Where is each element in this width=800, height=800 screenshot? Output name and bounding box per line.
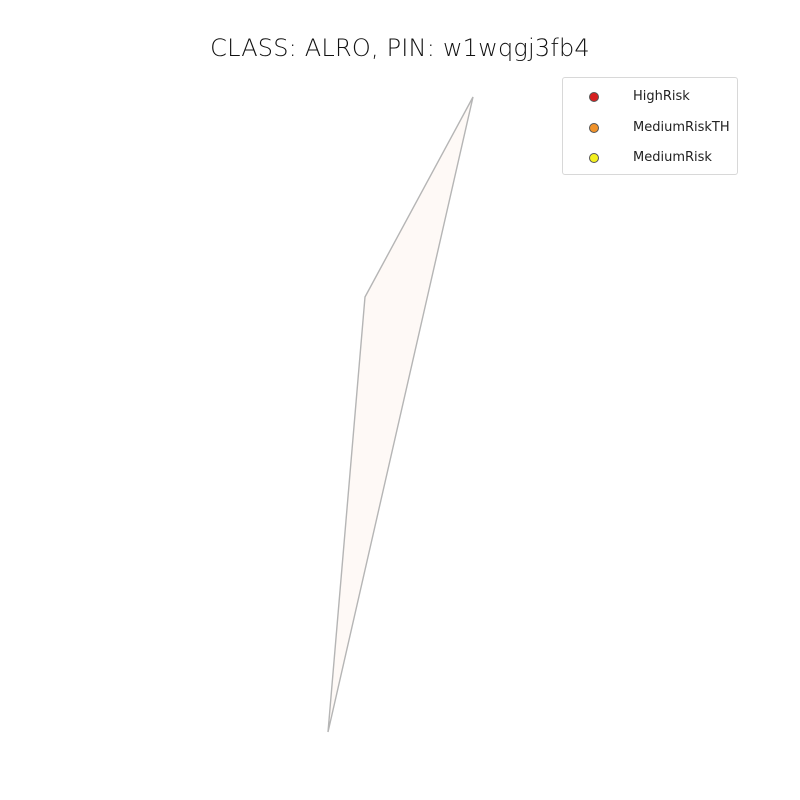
legend-item-highrisk: HighRisk (563, 87, 739, 107)
legend-label: MediumRiskTH (633, 120, 730, 135)
legend-item-mediumriskth: MediumRiskTH (563, 118, 739, 138)
map-title: CLASS: ALRO, PIN: w1wqgj3fb4 (210, 34, 590, 62)
legend: HighRisk MediumRiskTH MediumRisk (562, 77, 738, 175)
parcel-polygon (327, 96, 474, 733)
legend-marker-highrisk (589, 92, 599, 102)
legend-label: MediumRisk (633, 150, 712, 165)
legend-item-mediumrisk: MediumRisk (563, 148, 739, 168)
legend-marker-mediumrisk (589, 153, 599, 163)
legend-label: HighRisk (633, 89, 690, 104)
legend-marker-mediumriskth (589, 123, 599, 133)
